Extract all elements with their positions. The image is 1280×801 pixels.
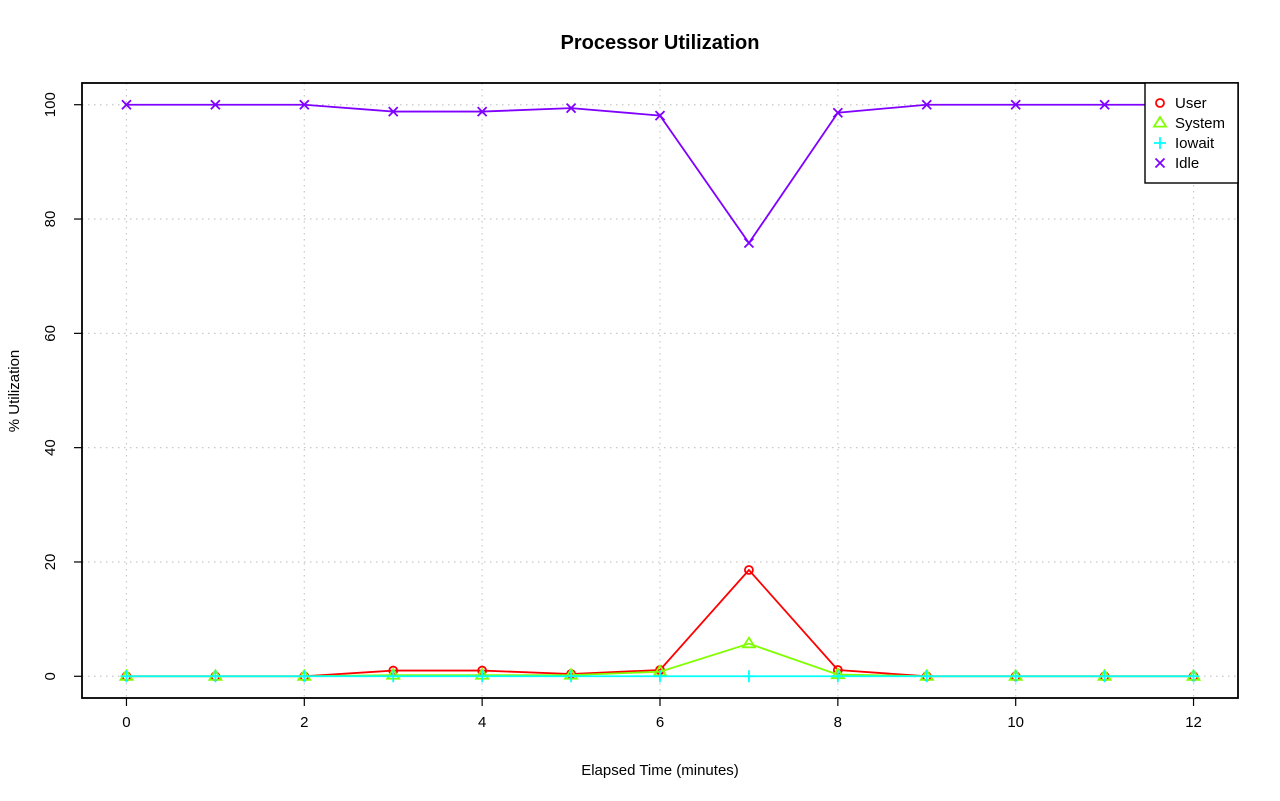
y-tick-label: 100 <box>42 92 59 117</box>
legend-label-idle: Idle <box>1175 155 1199 172</box>
data-point-user <box>744 565 754 575</box>
data-point-iowait <box>387 670 400 683</box>
series-layer <box>118 99 1202 683</box>
legend-marker-idle <box>1154 157 1166 169</box>
data-point-idle <box>1010 99 1021 110</box>
data-point-idle <box>477 106 488 117</box>
chart-title: Processor Utilization <box>561 32 760 54</box>
data-point-iowait <box>1187 670 1200 683</box>
data-point-iowait <box>1098 670 1111 683</box>
data-point-idle <box>832 107 843 118</box>
y-tick-label: 60 <box>42 325 59 342</box>
x-tick-label: 2 <box>300 714 308 731</box>
x-tick-label: 0 <box>122 714 130 731</box>
data-point-iowait <box>209 670 222 683</box>
x-axis-label: Elapsed Time (minutes) <box>581 762 739 779</box>
x-tick-label: 8 <box>834 714 842 731</box>
data-point-iowait <box>831 670 844 683</box>
data-point-idle <box>121 99 132 110</box>
data-point-idle <box>1099 99 1110 110</box>
grid <box>82 83 1238 698</box>
legend: User System Iowait Idle <box>1144 82 1239 184</box>
data-point-iowait <box>920 670 933 683</box>
y-tick-label: 80 <box>42 211 59 228</box>
axes: 0 2 4 6 8 10 12 0 20 40 60 80 100 <box>42 92 1202 731</box>
legend-marker-user <box>1155 98 1165 108</box>
legend-label-iowait: Iowait <box>1175 135 1215 152</box>
data-point-idle <box>210 99 221 110</box>
y-tick-label: 20 <box>42 554 59 571</box>
data-point-idle <box>388 106 399 117</box>
data-point-system <box>741 636 757 649</box>
series-iowait <box>120 670 1200 683</box>
data-point-iowait <box>654 670 666 683</box>
legend-marker-iowait <box>1154 137 1166 149</box>
data-point-iowait <box>742 670 755 683</box>
x-tick-label: 4 <box>478 714 486 731</box>
x-tick-label: 12 <box>1185 714 1202 731</box>
data-point-idle <box>299 99 310 110</box>
data-point-iowait <box>565 670 578 683</box>
legend-label-system: System <box>1175 115 1225 132</box>
x-tick-label: 6 <box>656 714 664 731</box>
legend-marker-system <box>1152 115 1168 128</box>
data-point-idle <box>743 237 755 249</box>
plot-frame <box>81 82 1239 699</box>
data-point-iowait <box>1009 670 1022 683</box>
data-point-idle <box>654 110 666 121</box>
data-point-iowait <box>120 670 133 683</box>
data-point-iowait <box>476 670 489 683</box>
data-point-idle <box>921 99 932 110</box>
data-point-iowait <box>298 670 311 683</box>
y-tick-label: 0 <box>42 672 59 680</box>
data-point-idle <box>565 103 577 114</box>
y-tick-label: 40 <box>42 439 59 456</box>
x-tick-label: 10 <box>1007 714 1024 731</box>
legend-label-user: User <box>1175 95 1207 112</box>
y-axis-label: % Utilization <box>6 350 23 433</box>
